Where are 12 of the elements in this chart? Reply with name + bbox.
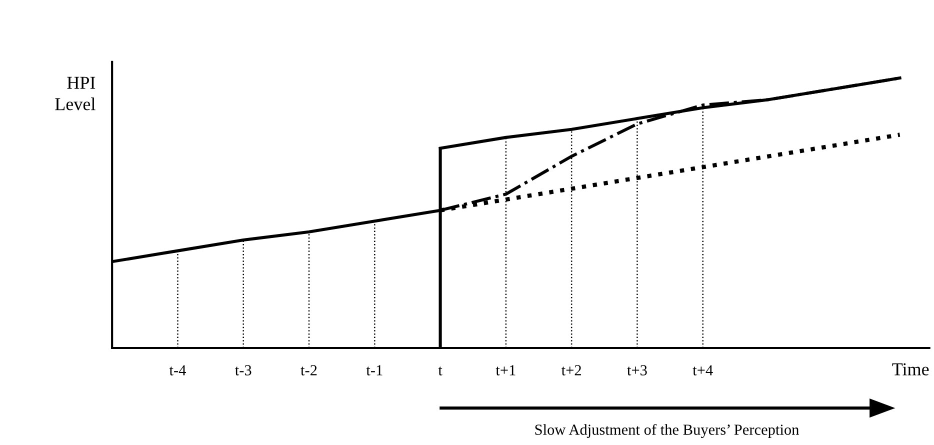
y-axis-title: HPI Level	[55, 76, 96, 110]
x-tick-label: t-1	[366, 365, 382, 376]
x-tick-label: t+3	[627, 365, 647, 376]
x-tick-label: t+1	[496, 365, 516, 376]
x-tick-label: t	[438, 366, 442, 376]
x-tick-label: t-4	[169, 365, 186, 376]
x-tick-label: t-2	[300, 365, 317, 376]
x-tick-label: t-3	[235, 365, 252, 376]
x-tick-label: t+4	[692, 365, 713, 376]
x-tick-label: t+2	[561, 365, 581, 376]
x-axis-title: Time	[892, 363, 929, 376]
text: Slow Adjustment of the Buyers’ Perception	[535, 424, 799, 438]
